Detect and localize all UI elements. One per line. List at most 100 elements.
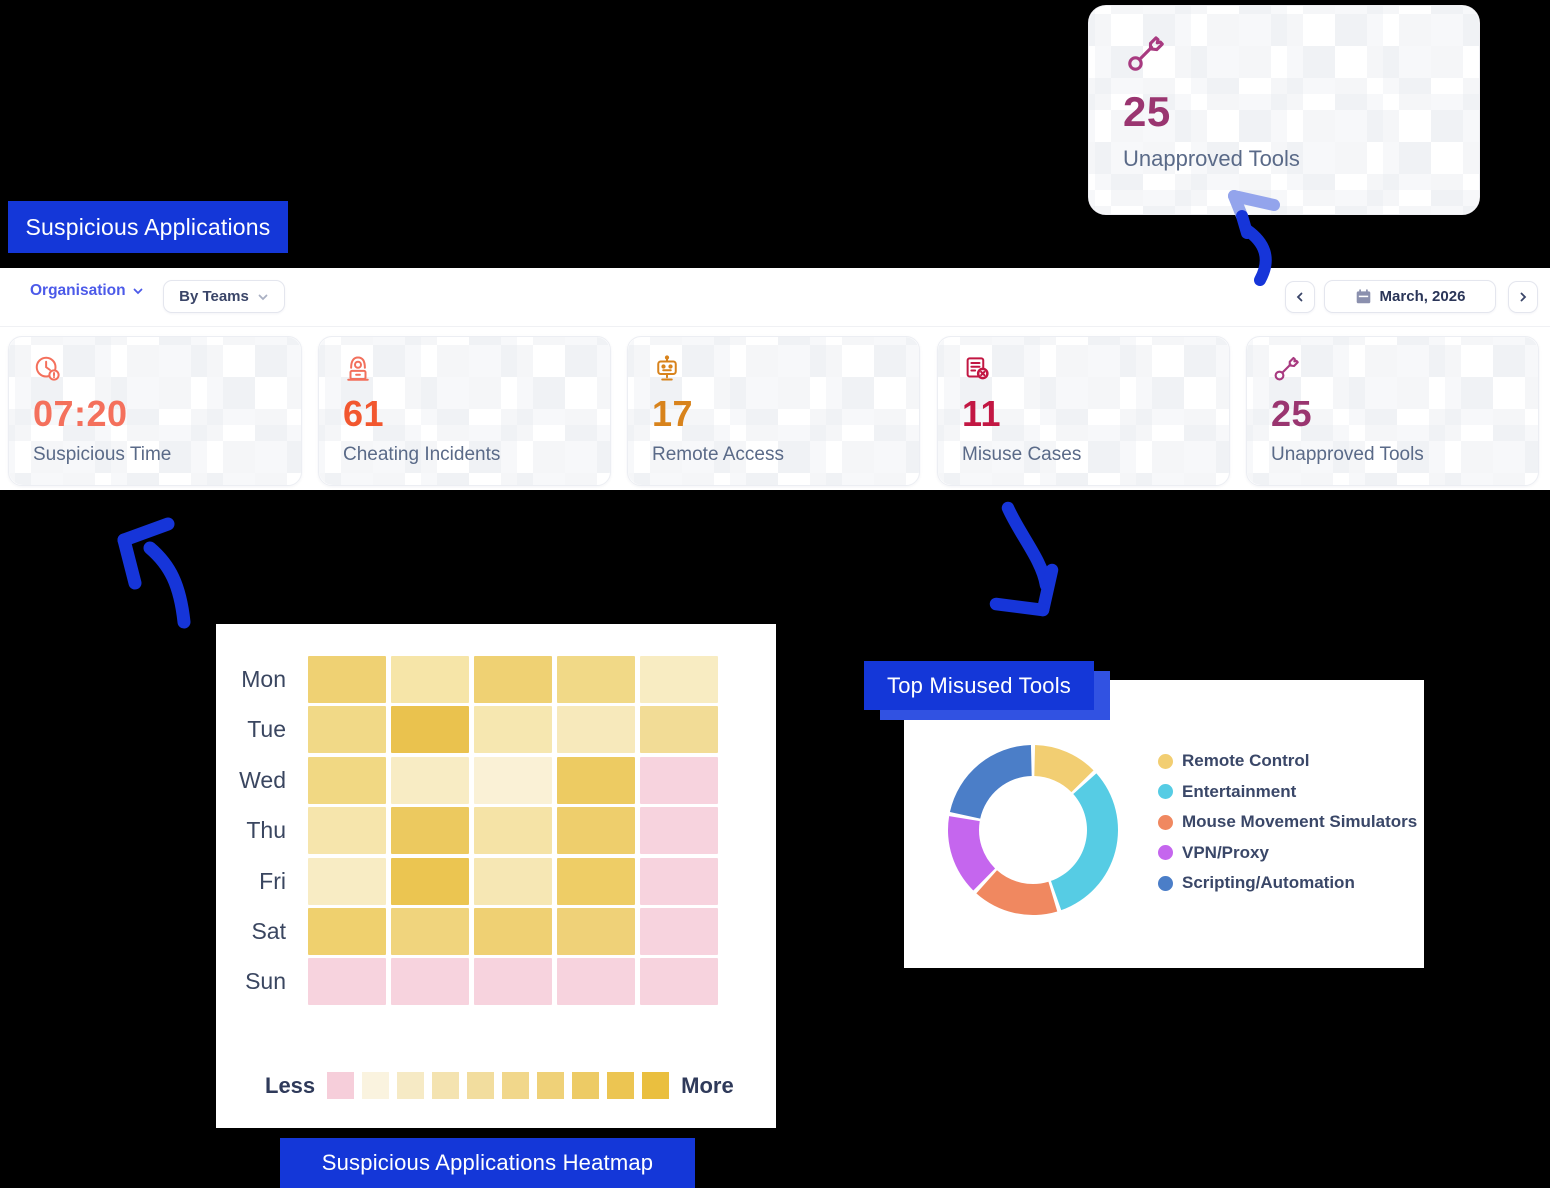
prev-month-button[interactable] [1285, 281, 1315, 313]
stat-value: 25 [1271, 393, 1313, 434]
organisation-dropdown[interactable]: Organisation [30, 282, 144, 300]
by-teams-label: By Teams [179, 288, 249, 305]
featured-card-label: Unapproved Tools [1123, 146, 1300, 171]
heatmap-cell [474, 807, 552, 855]
heatmap-cell [557, 756, 635, 804]
heatmap-cell [391, 706, 469, 754]
next-month-button[interactable] [1508, 281, 1538, 313]
heatmap-cell [391, 907, 469, 955]
legend-more-label: More [681, 1072, 734, 1098]
heatmap-cell [640, 706, 718, 754]
donut-legend-item: Entertainment [1158, 782, 1417, 802]
donut-legend-item: Remote Control [1158, 751, 1417, 771]
hacker-icon [347, 356, 369, 381]
suspicious-applications-banner: Suspicious Applications [8, 201, 288, 253]
heatmap-row-label: Sat [251, 917, 286, 944]
heatmap-cell [640, 907, 718, 955]
chevron-left-icon [1296, 292, 1303, 302]
heatmap-cell [391, 807, 469, 855]
legend-scale-swatch [642, 1072, 670, 1099]
heatmap-cell [557, 807, 635, 855]
heatmap-cell [557, 656, 635, 703]
heatmap-cell [557, 958, 635, 1006]
legend-scale-swatch [397, 1072, 425, 1099]
heatmap-cell [308, 756, 386, 804]
heatmap-banner: Suspicious Applications Heatmap [280, 1138, 695, 1188]
robot-monitor-icon [657, 355, 677, 381]
legend-scale-swatch [327, 1072, 355, 1099]
stat-label: Cheating Incidents [343, 444, 501, 465]
legend-dot [1158, 814, 1173, 830]
clock-icon [35, 356, 60, 381]
heatmap-cell [308, 857, 386, 905]
heatmap-cell [640, 756, 718, 804]
featured-card-value: 25 [1123, 88, 1171, 135]
heatmap-row-label: Thu [246, 817, 286, 844]
stat-label: Remote Access [652, 444, 784, 465]
document-x-icon [966, 357, 989, 380]
arrow-to-suspicious-time [117, 517, 191, 629]
heatmap-row-label: Sun [245, 968, 286, 995]
tools-icon [1128, 36, 1164, 71]
chevron-right-icon [1520, 292, 1527, 302]
stat-value: 61 [343, 393, 385, 434]
heatmap-cell [557, 907, 635, 955]
legend-scale-swatch [537, 1072, 565, 1099]
legend-label: Entertainment [1182, 781, 1297, 801]
legend-scale-swatch [362, 1072, 390, 1099]
heatmap-panel: Mon Tue Wed Thu Fri Sat Sun Less More [216, 624, 776, 1128]
donut-segment [1034, 745, 1094, 793]
donut-segment [1050, 773, 1119, 911]
heatmap-cell [474, 907, 552, 955]
heatmap-cell [640, 656, 718, 703]
heatmap-row-label: Tue [247, 716, 286, 743]
featured-unapproved-tools-card[interactable]: 25 Unapproved Tools [1088, 5, 1480, 215]
donut-legend-item: Mouse Movement Simulators [1158, 812, 1417, 832]
calendar-icon [1356, 289, 1370, 304]
heatmap-row-label: Mon [241, 666, 286, 692]
donut-legend-item: Scripting/Automation [1158, 873, 1417, 893]
heatmap-cell [474, 857, 552, 905]
date-picker-button[interactable]: March, 2026 [1324, 280, 1496, 313]
legend-label: VPN/Proxy [1182, 842, 1269, 862]
heatmap-row-label: Fri [259, 867, 286, 894]
heatmap-cell [308, 656, 386, 703]
by-teams-dropdown[interactable]: By Teams [163, 280, 285, 313]
stat-card-unapproved-tools[interactable]: 25 Unapproved Tools [1246, 336, 1539, 486]
heatmap-cell [474, 958, 552, 1006]
legend-scale-swatch [432, 1072, 460, 1099]
heatmap-grid: Mon Tue Wed Thu Fri Sat Sun [216, 656, 718, 1006]
heatmap-cell [557, 857, 635, 905]
legend-label: Remote Control [1182, 751, 1310, 770]
legend-scale-swatch [467, 1072, 495, 1099]
main-band: Organisation By Teams March, 2026 [0, 268, 1550, 490]
heatmap-cell [640, 958, 718, 1006]
heatmap-cell [391, 857, 469, 905]
stat-card-misuse-cases[interactable]: 11 Misuse Cases [937, 336, 1230, 486]
heatmap-cell [308, 807, 386, 855]
donut-segment [947, 816, 996, 891]
legend-dot [1158, 784, 1173, 799]
stat-card-suspicious-time[interactable]: 07:20 Suspicious Time [8, 336, 302, 486]
donut-segment [949, 745, 1032, 819]
toolbar-divider [0, 326, 1550, 327]
stat-card-remote-access[interactable]: 17 Remote Access [627, 336, 920, 486]
heatmap-cell [640, 807, 718, 855]
chevron-down-icon [258, 294, 268, 300]
stat-label: Unapproved Tools [1271, 444, 1424, 465]
heatmap-cell [391, 756, 469, 804]
heatmap-intensity-legend: Less More [265, 1072, 734, 1099]
chevron-down-icon [133, 288, 143, 295]
legend-label: Scripting/Automation [1182, 873, 1355, 892]
donut-legend: Remote Control Entertainment Mouse Movemen… [1158, 751, 1417, 893]
top-misused-tools-panel: Remote Control Entertainment Mouse Movemen… [904, 680, 1424, 968]
donut-segment [976, 870, 1058, 916]
donut-chart [947, 745, 1119, 916]
stat-value: 07:20 [33, 393, 128, 434]
heatmap-cell [308, 706, 386, 754]
stat-card-cheating-incidents[interactable]: 61 Cheating Incidents [318, 336, 611, 486]
arrow-to-top-misused-tools [989, 501, 1059, 617]
heatmap-cell [391, 958, 469, 1006]
stat-value: 11 [962, 393, 1002, 434]
organisation-label: Organisation [30, 282, 126, 299]
